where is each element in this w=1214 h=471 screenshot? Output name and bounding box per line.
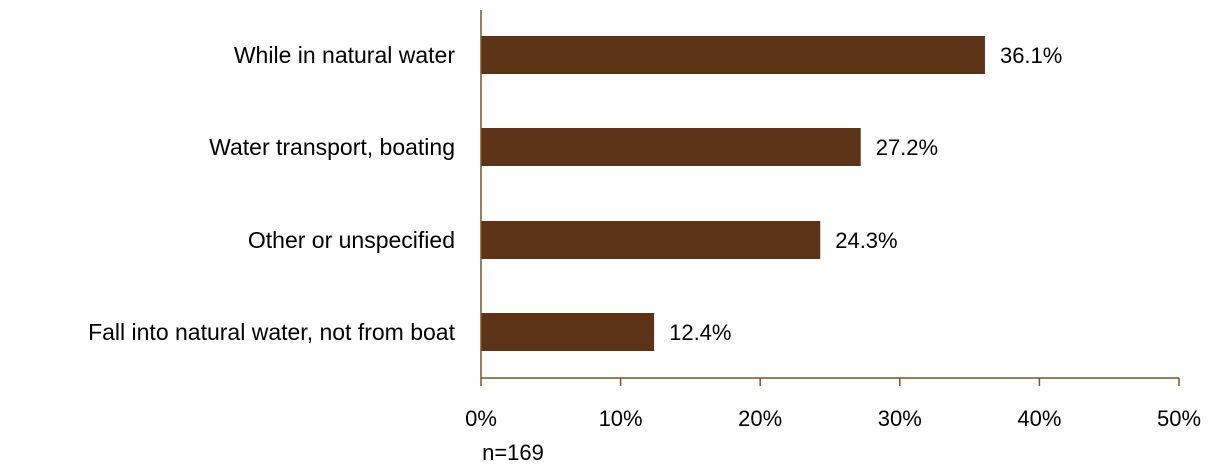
data-label: 24.3% (835, 228, 897, 253)
category-label: Water transport, boating (209, 134, 455, 160)
x-tick-label: 40% (1017, 406, 1061, 431)
category-label: Fall into natural water, not from boat (88, 319, 456, 345)
bar (481, 128, 861, 166)
bar (481, 36, 985, 74)
bars-layer (481, 36, 985, 351)
category-label: Other or unspecified (248, 227, 455, 253)
category-label: While in natural water (234, 42, 455, 68)
x-tick-label: 50% (1157, 406, 1201, 431)
labels-layer: While in natural water 36.1% Water transpo… (88, 42, 1201, 431)
x-tick-label: 20% (738, 406, 782, 431)
bar (481, 313, 655, 351)
bar (481, 221, 821, 259)
axis-layer (480, 10, 1180, 386)
sample-size-note: n=169 (482, 440, 544, 465)
x-tick-label: 10% (599, 406, 643, 431)
data-label: 27.2% (876, 135, 938, 160)
x-tick-label: 0% (465, 406, 497, 431)
data-label: 12.4% (669, 320, 731, 345)
x-tick-label: 30% (878, 406, 922, 431)
data-label: 36.1% (1000, 43, 1062, 68)
